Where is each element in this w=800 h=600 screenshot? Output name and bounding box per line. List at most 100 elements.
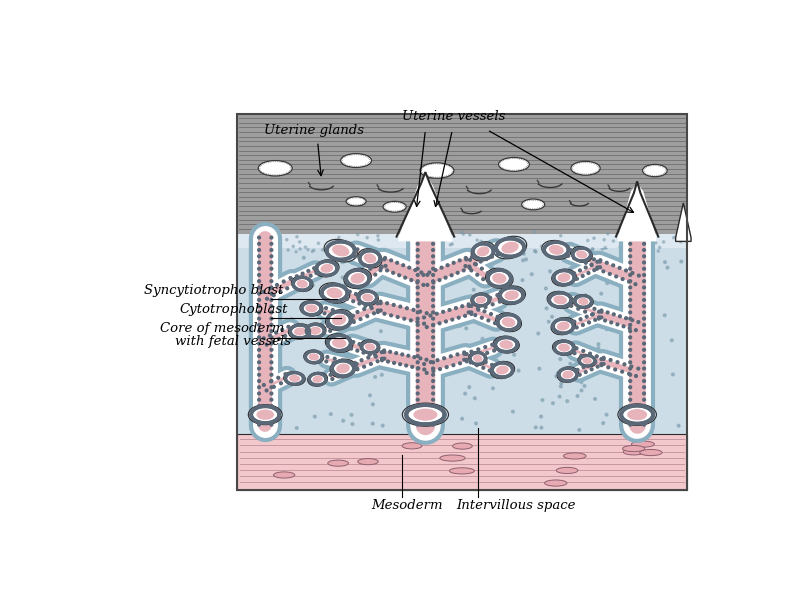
Circle shape bbox=[496, 375, 498, 377]
Circle shape bbox=[508, 364, 510, 365]
Circle shape bbox=[369, 352, 370, 353]
Circle shape bbox=[560, 382, 562, 385]
Circle shape bbox=[305, 355, 306, 356]
Circle shape bbox=[372, 340, 374, 343]
Circle shape bbox=[270, 342, 273, 345]
Ellipse shape bbox=[346, 197, 366, 206]
Circle shape bbox=[569, 248, 572, 251]
Circle shape bbox=[307, 301, 309, 304]
Circle shape bbox=[268, 406, 270, 408]
Circle shape bbox=[432, 305, 434, 308]
Circle shape bbox=[573, 278, 575, 280]
Circle shape bbox=[629, 280, 632, 283]
Circle shape bbox=[567, 304, 570, 305]
Circle shape bbox=[366, 352, 370, 355]
Circle shape bbox=[572, 325, 574, 326]
Circle shape bbox=[591, 248, 594, 250]
Circle shape bbox=[486, 303, 488, 305]
Circle shape bbox=[386, 360, 390, 363]
Circle shape bbox=[493, 373, 495, 375]
Circle shape bbox=[256, 421, 258, 423]
Circle shape bbox=[568, 367, 570, 369]
Circle shape bbox=[522, 248, 525, 250]
Circle shape bbox=[310, 274, 312, 277]
Circle shape bbox=[326, 343, 329, 346]
Circle shape bbox=[586, 239, 589, 242]
Circle shape bbox=[555, 241, 558, 244]
Circle shape bbox=[506, 329, 508, 331]
Circle shape bbox=[628, 421, 630, 424]
Circle shape bbox=[475, 304, 477, 305]
Circle shape bbox=[502, 239, 504, 241]
Circle shape bbox=[300, 337, 302, 339]
Circle shape bbox=[434, 422, 436, 424]
Circle shape bbox=[491, 370, 494, 372]
Circle shape bbox=[595, 268, 598, 270]
Circle shape bbox=[588, 296, 590, 298]
Circle shape bbox=[355, 269, 358, 271]
Circle shape bbox=[488, 281, 490, 283]
Circle shape bbox=[338, 256, 340, 259]
Circle shape bbox=[297, 383, 299, 385]
Circle shape bbox=[597, 347, 600, 349]
Circle shape bbox=[288, 373, 290, 375]
Circle shape bbox=[589, 355, 590, 357]
Circle shape bbox=[366, 315, 369, 317]
Circle shape bbox=[498, 317, 501, 319]
Circle shape bbox=[284, 335, 286, 337]
Circle shape bbox=[334, 264, 337, 266]
Circle shape bbox=[333, 349, 335, 351]
Circle shape bbox=[582, 350, 585, 352]
Circle shape bbox=[628, 280, 630, 283]
Circle shape bbox=[474, 422, 478, 425]
Circle shape bbox=[347, 283, 350, 285]
Circle shape bbox=[426, 284, 429, 286]
Circle shape bbox=[582, 364, 583, 366]
Circle shape bbox=[324, 382, 326, 383]
Circle shape bbox=[368, 276, 370, 278]
Circle shape bbox=[338, 327, 341, 329]
Circle shape bbox=[330, 313, 332, 316]
Circle shape bbox=[308, 279, 310, 281]
Ellipse shape bbox=[286, 373, 303, 384]
Circle shape bbox=[486, 295, 488, 298]
Circle shape bbox=[663, 243, 666, 246]
Circle shape bbox=[368, 279, 370, 281]
Circle shape bbox=[350, 347, 353, 350]
Circle shape bbox=[311, 374, 313, 376]
Circle shape bbox=[492, 248, 494, 250]
Circle shape bbox=[371, 291, 374, 293]
Circle shape bbox=[392, 271, 394, 274]
Circle shape bbox=[650, 418, 652, 421]
Circle shape bbox=[320, 325, 322, 327]
Circle shape bbox=[432, 323, 434, 326]
Circle shape bbox=[378, 259, 381, 261]
Circle shape bbox=[359, 254, 362, 257]
Circle shape bbox=[306, 277, 308, 279]
Circle shape bbox=[286, 375, 287, 377]
Circle shape bbox=[562, 379, 565, 381]
Circle shape bbox=[629, 242, 632, 245]
Circle shape bbox=[442, 409, 444, 412]
Circle shape bbox=[258, 406, 261, 408]
Circle shape bbox=[383, 313, 386, 315]
Circle shape bbox=[330, 325, 333, 328]
Circle shape bbox=[642, 323, 646, 326]
Circle shape bbox=[572, 252, 574, 254]
Circle shape bbox=[338, 284, 341, 287]
Circle shape bbox=[295, 251, 298, 253]
Circle shape bbox=[270, 255, 273, 257]
Circle shape bbox=[307, 326, 310, 328]
Circle shape bbox=[594, 360, 596, 363]
Circle shape bbox=[598, 260, 601, 263]
Circle shape bbox=[550, 242, 552, 244]
Circle shape bbox=[314, 323, 317, 325]
Circle shape bbox=[514, 302, 515, 304]
Circle shape bbox=[553, 275, 555, 277]
Circle shape bbox=[328, 322, 330, 325]
Circle shape bbox=[476, 253, 479, 256]
Circle shape bbox=[321, 373, 323, 376]
Circle shape bbox=[435, 421, 438, 424]
Circle shape bbox=[522, 242, 524, 245]
Circle shape bbox=[483, 354, 485, 356]
